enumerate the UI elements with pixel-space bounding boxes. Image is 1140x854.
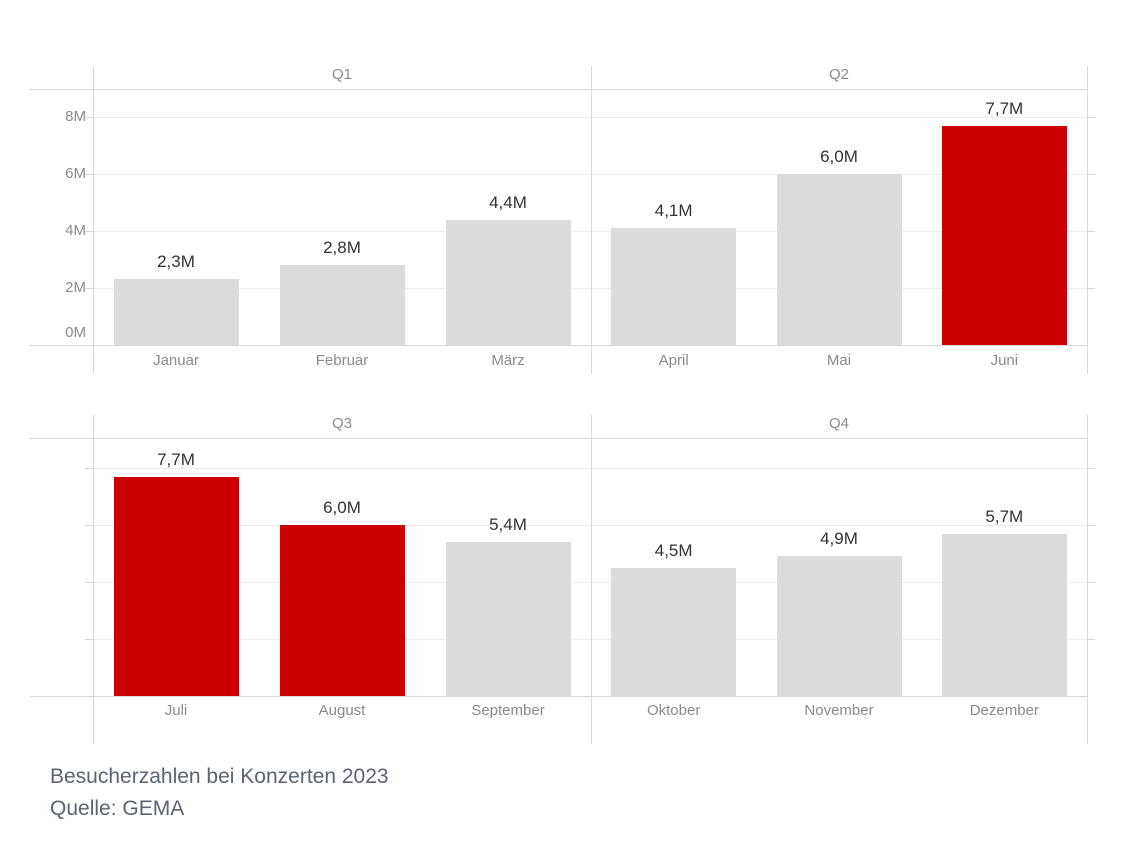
month-label-april: April (658, 352, 689, 369)
gridline-6m (93, 174, 1087, 175)
y-tick-left-2m (85, 288, 93, 289)
y-axis-label-6m: 6M (65, 165, 86, 182)
y-tick-right-2m (1087, 639, 1095, 640)
gridline-4m (93, 582, 1087, 583)
chart-source: Quelle: GEMA (50, 797, 185, 820)
month-label-dezember: Dezember (969, 702, 1039, 719)
gridline-2m (93, 288, 1087, 289)
value-label-maerz: 4,4M (489, 192, 527, 212)
y-tick-left-8m (85, 468, 93, 469)
month-label-mai: Mai (826, 352, 852, 369)
month-label-september: September (471, 702, 545, 719)
bar-november[interactable] (776, 556, 902, 696)
y-tick-left-6m (85, 174, 93, 175)
panel-title-q4: Q4 (828, 415, 849, 432)
gridline-8m (93, 117, 1087, 118)
bar-juni[interactable] (941, 125, 1067, 345)
y-axis-label-2m: 2M (65, 279, 86, 296)
panel-title-q3: Q3 (331, 415, 352, 432)
bar-juli[interactable] (113, 476, 239, 696)
value-label-juli: 7,7M (157, 449, 195, 469)
month-label-februar: Februar (315, 352, 369, 369)
month-label-juni: Juni (990, 352, 1019, 369)
y-tick-left-8m (85, 117, 93, 118)
y-tick-right-4m (1087, 231, 1095, 232)
value-label-oktober: 4,5M (654, 540, 693, 560)
bar-oktober[interactable] (611, 567, 737, 696)
y-tick-right-4m (1087, 582, 1095, 583)
panel-title-q2: Q2 (828, 66, 849, 83)
right-border-line (1087, 66, 1088, 374)
bar-august[interactable] (279, 525, 405, 696)
gridline-4m (93, 231, 1087, 232)
value-label-september: 5,4M (489, 515, 527, 535)
value-label-juni: 7,7M (985, 98, 1024, 118)
value-label-januar: 2,3M (157, 252, 195, 272)
value-label-november: 4,9M (820, 529, 858, 549)
y-axis-label-0m: 0M (65, 324, 86, 341)
y-tick-left-4m (85, 582, 93, 583)
right-border-line (1087, 415, 1088, 744)
y-tick-right-8m (1087, 468, 1095, 469)
y-tick-right-8m (1087, 117, 1095, 118)
y-tick-right-6m (1087, 525, 1095, 526)
row-top-border (30, 89, 1087, 90)
gridline-8m (93, 468, 1087, 469)
y-tick-right-6m (1087, 174, 1095, 175)
month-label-juli: Juli (164, 702, 188, 719)
bar-februar[interactable] (279, 265, 405, 345)
gridline-6m (93, 525, 1087, 526)
chart-caption: Besucherzahlen bei Konzerten 2023 Quelle… (50, 761, 389, 825)
bar-mai[interactable] (776, 174, 902, 345)
month-label-november: November (804, 702, 874, 719)
value-label-februar: 2,8M (323, 238, 361, 258)
y-axis-label-4m: 4M (65, 222, 86, 239)
y-axis-label-8m: 8M (65, 108, 86, 125)
row-bottom-border (30, 696, 1087, 697)
y-tick-left-6m (85, 525, 93, 526)
y-tick-right-2m (1087, 288, 1095, 289)
month-label-august: August (318, 702, 366, 719)
y-tick-left-4m (85, 231, 93, 232)
month-label-maerz: März (491, 352, 525, 369)
y-tick-left-2m (85, 639, 93, 640)
bar-maerz[interactable] (445, 219, 571, 345)
value-label-august: 6,0M (323, 498, 361, 517)
row-top-border (30, 438, 1087, 439)
row-bottom-border (30, 345, 1087, 346)
bar-september[interactable] (445, 542, 571, 696)
panel-divider-line (591, 415, 592, 744)
panel-title-q1: Q1 (331, 66, 352, 83)
y-axis-line (93, 66, 94, 374)
value-label-april: 4,1M (654, 201, 693, 221)
gridline-2m (93, 639, 1087, 640)
bar-januar[interactable] (113, 279, 239, 345)
chart-title: Besucherzahlen bei Konzerten 2023 (50, 765, 389, 788)
month-label-oktober: Oktober (646, 702, 701, 719)
value-label-dezember: 5,7M (985, 506, 1024, 526)
bar-april[interactable] (611, 228, 737, 345)
month-label-januar: Januar (153, 352, 199, 369)
panel-divider-line (591, 66, 592, 374)
value-label-mai: 6,0M (820, 147, 858, 166)
bar-dezember[interactable] (941, 533, 1067, 696)
y-axis-line (93, 415, 94, 744)
